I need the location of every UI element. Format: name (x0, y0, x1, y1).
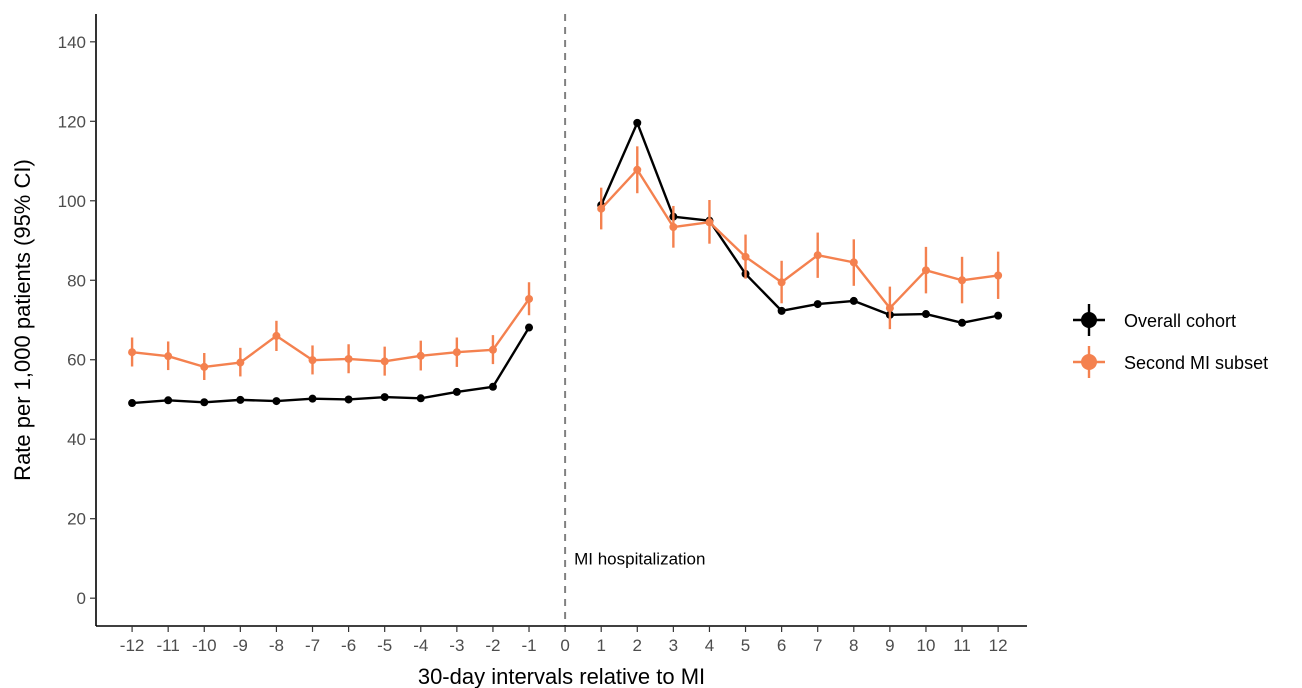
y-tick-label: 60 (67, 351, 86, 370)
y-tick-label: 20 (67, 510, 86, 529)
x-tick-label: 2 (633, 636, 642, 655)
series-0-point (128, 399, 137, 408)
x-tick-label: -7 (305, 636, 320, 655)
series-1-point (849, 258, 858, 267)
series-0-point (200, 398, 209, 407)
x-tick-label: 7 (813, 636, 822, 655)
series-0-point (380, 393, 389, 402)
x-tick-label: -10 (192, 636, 217, 655)
series-1-line-2 (600, 168, 999, 310)
x-tick-label: 11 (953, 636, 971, 655)
x-tick-label: -2 (485, 636, 500, 655)
series-1-point (128, 348, 137, 357)
legend: Overall cohort Second MI subset (1073, 304, 1268, 378)
legend-label: Overall cohort (1124, 311, 1236, 331)
series-0-point (308, 394, 317, 403)
series-0-point (344, 395, 353, 404)
y-tick-label: 120 (58, 112, 86, 131)
series-1-point (308, 356, 317, 365)
series-1-point (958, 276, 967, 285)
series-0-point (849, 296, 858, 305)
series-1-point (344, 354, 353, 363)
series-1-point (597, 204, 606, 213)
series-1-point (200, 362, 209, 371)
series-0-point (813, 300, 822, 309)
series-0-point (488, 382, 497, 391)
series-1-point (669, 223, 678, 232)
series-1-point (416, 351, 425, 360)
mi-hospitalization-annotation: MI hospitalization (574, 549, 705, 568)
x-tick-label: -9 (233, 636, 248, 655)
series-1-point (813, 251, 822, 260)
series-1-point (236, 358, 245, 367)
x-tick-label: -4 (413, 636, 428, 655)
x-tick-label: 10 (917, 636, 936, 655)
x-axis-ticks: -12 -11 -10 -9 -8 -7 -6 -5 -4 -3 -2 -1 0 1 2 3 4 5 6 7 8 9 10 1… (120, 626, 1008, 655)
x-tick-label: 1 (596, 636, 605, 655)
series-1-point (705, 218, 714, 227)
y-tick-label: 0 (77, 589, 86, 608)
series-1-point (380, 357, 389, 366)
series-1-point (488, 345, 497, 354)
series-0-point (921, 310, 930, 319)
series-1-point (885, 304, 894, 313)
y-axis-title: Rate per 1,000 patients (95% CI) (10, 159, 35, 481)
series-1-point (633, 165, 642, 174)
x-tick-label: 0 (560, 636, 569, 655)
x-tick-label: 5 (741, 636, 750, 655)
series-1-point (994, 271, 1003, 280)
x-tick-label: -6 (341, 636, 356, 655)
y-tick-label: 100 (58, 192, 86, 211)
legend-key-point (1081, 354, 1097, 370)
x-tick-label: 6 (777, 636, 786, 655)
series-0-line-2 (600, 121, 999, 324)
x-tick-label: 9 (885, 636, 894, 655)
x-tick-label: 8 (849, 636, 858, 655)
series-1-point (272, 331, 281, 340)
x-tick-label: 3 (669, 636, 678, 655)
legend-key-point (1081, 312, 1097, 328)
series-1-point (525, 294, 534, 303)
x-tick-label: -5 (377, 636, 392, 655)
x-tick-label: -3 (449, 636, 464, 655)
x-tick-label: -12 (120, 636, 145, 655)
series-0-line-1 (131, 326, 531, 405)
x-tick-label: 4 (705, 636, 714, 655)
legend-label: Second MI subset (1124, 353, 1268, 373)
series-0-point (994, 311, 1003, 320)
series-1 (128, 146, 1003, 381)
series-1-line-1 (131, 298, 531, 369)
series-0-point (416, 394, 425, 403)
plot-area (128, 14, 1003, 626)
series-1-point (741, 252, 750, 261)
series-0-point (958, 318, 967, 327)
series-1-point (452, 348, 461, 357)
series-0-point (525, 323, 534, 332)
y-tick-label: 140 (58, 33, 86, 52)
y-tick-label: 80 (67, 271, 86, 290)
series-0-point (164, 396, 173, 405)
series-1-point (164, 352, 173, 361)
series-1-point (777, 278, 786, 287)
y-axis-ticks: 0 20 40 60 80 100 120 140 (58, 33, 96, 608)
series-0-point (633, 118, 642, 127)
series-0-point (452, 387, 461, 396)
x-tick-label: 12 (989, 636, 1008, 655)
x-tick-label: -8 (269, 636, 284, 655)
series-0-point (777, 306, 786, 315)
x-tick-label: -11 (157, 636, 180, 655)
x-tick-label: -1 (521, 636, 536, 655)
y-tick-label: 40 (67, 430, 86, 449)
series-0-point (272, 397, 281, 406)
series-0-point (236, 395, 245, 404)
x-axis-title: 30-day intervals relative to MI (418, 664, 705, 688)
series-1-point (921, 266, 930, 275)
